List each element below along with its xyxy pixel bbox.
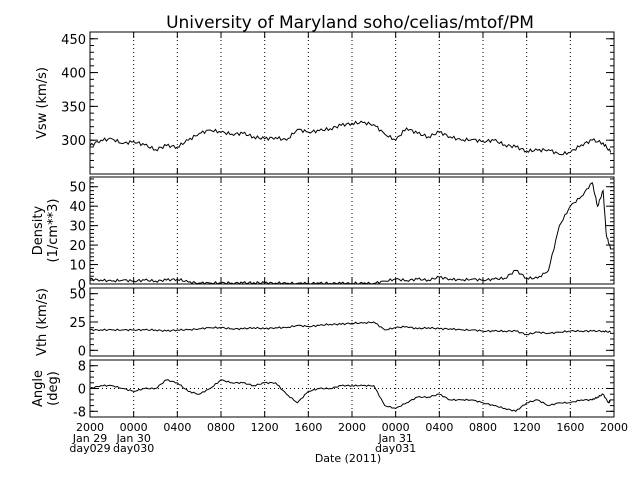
x-tick-label: 0000 (382, 421, 410, 434)
density-y-label-line: Density (31, 205, 46, 255)
vth-y-tick-label: 25 (69, 316, 86, 331)
angle-y-label: Angle (deg) (31, 370, 61, 407)
x-date-label: Jan 29 (72, 432, 107, 445)
density-y-tick-label: 20 (69, 239, 86, 254)
x-tick-label: 0400 (425, 421, 453, 434)
x-date-label: day030 (113, 442, 154, 455)
density-y-label: Density (1/cm**3) (31, 199, 61, 263)
vsw-y-ticks: 300 350 400 450 (61, 31, 614, 175)
panel-vsw: 300 350 400 450 Vsw (km/s) (35, 31, 615, 175)
density-y-tick-label: 10 (69, 259, 86, 274)
x-date-label: Jan 30 (115, 432, 150, 445)
angle-y-tick-label: 8 (78, 360, 86, 375)
density-y-tick-label: 0 (78, 278, 86, 293)
panel-vth: 0 25 50 Vth (km/s) (35, 287, 615, 359)
x-tick-label: 1600 (556, 421, 584, 434)
x-tick-label: 1600 (294, 421, 322, 434)
panel-angle: -8 0 8 Angle (deg) (31, 359, 615, 420)
x-tick-label: 0800 (207, 421, 235, 434)
vsw-y-tick-label: 400 (61, 67, 86, 82)
density-grid (133, 177, 571, 284)
x-tick-label: 1200 (251, 421, 279, 434)
vsw-y-label: Vsw (km/s) (35, 67, 50, 139)
vth-grid (133, 288, 571, 356)
angle-y-label-line: Angle (31, 370, 46, 407)
x-tick-label: 0000 (120, 421, 148, 434)
angle-grid (90, 360, 614, 417)
vth-y-tick-label: 50 (69, 288, 86, 303)
x-axis: 2000 0000 0400 0800 1200 1600 2000 0000 0400 0800… (69, 32, 628, 455)
x-tick-label: 0800 (469, 421, 497, 434)
density-y-ticks: 0 10 20 30 40 50 (69, 178, 614, 293)
vth-y-label: Vth (km/s) (35, 288, 50, 356)
density-y-tick-label: 40 (69, 200, 86, 215)
density-y-label-line: (1/cm**3) (46, 199, 61, 263)
chart-title: University of Maryland soho/celias/mtof/… (166, 13, 534, 33)
density-series-line (89, 182, 612, 285)
angle-y-tick-label: 0 (78, 383, 86, 398)
x-tick-label: 2000 (600, 421, 628, 434)
panel-density: 0 10 20 30 40 50 Density (1/cm**3) (31, 176, 615, 293)
vth-series-line (89, 321, 612, 336)
x-tick-label: 0400 (163, 421, 191, 434)
vth-y-label-line: Vth (km/s) (35, 288, 50, 356)
vsw-y-tick-label: 350 (61, 100, 86, 115)
vsw-y-tick-label: 450 (61, 33, 86, 48)
angle-y-label-line: (deg) (46, 371, 61, 406)
vth-y-tick-label: 0 (78, 344, 86, 359)
density-y-tick-label: 50 (69, 181, 86, 196)
angle-y-ticks: -8 0 8 (73, 359, 614, 420)
vth-y-ticks: 0 25 50 (69, 287, 614, 359)
x-date-label: day029 (69, 442, 110, 455)
x-axis-label: Date (2011) (315, 452, 381, 465)
density-y-tick-label: 30 (69, 220, 86, 235)
vth-frame (89, 287, 615, 357)
vsw-series-line (89, 120, 612, 156)
x-tick-label: 2000 (338, 421, 366, 434)
x-tick-label: 2000 (76, 421, 104, 434)
vsw-grid (133, 32, 571, 174)
vsw-y-label-line: Vsw (km/s) (35, 67, 50, 139)
vsw-y-tick-label: 300 (61, 134, 86, 149)
angle-y-tick-label: -8 (73, 405, 86, 420)
angle-series-line (89, 379, 611, 412)
x-date-label: Jan 31 (377, 432, 412, 445)
x-tick-label: 1200 (513, 421, 541, 434)
x-date-label: day031 (375, 442, 416, 455)
